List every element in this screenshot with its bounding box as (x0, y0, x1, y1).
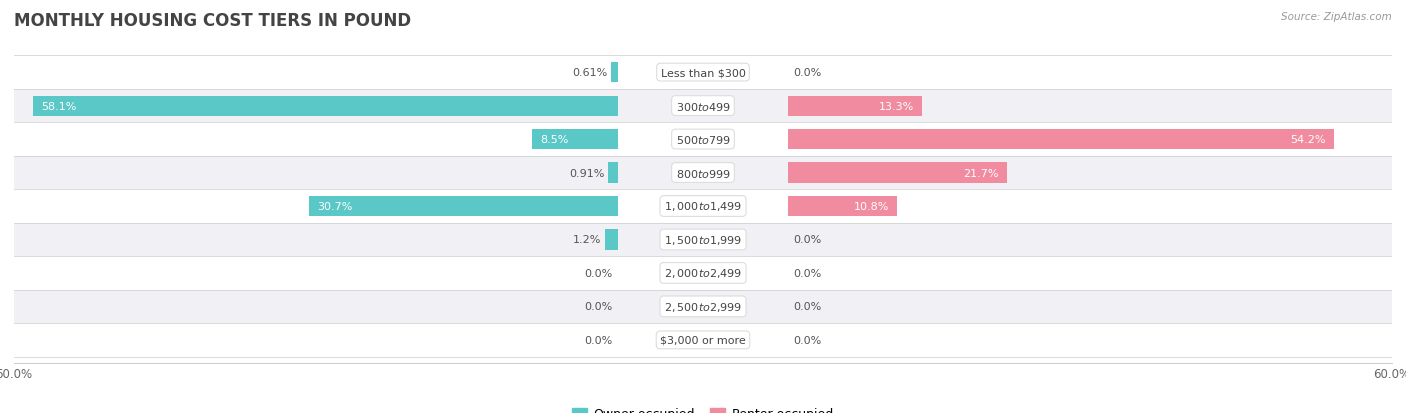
Text: $500 to $799: $500 to $799 (675, 134, 731, 146)
Bar (309, 197, 617, 216)
Text: 0.0%: 0.0% (793, 301, 821, 312)
Text: $300 to $499: $300 to $499 (675, 100, 731, 112)
Text: 1.2%: 1.2% (574, 235, 602, 245)
Bar (531, 130, 617, 150)
Bar (612, 63, 617, 83)
Text: 0.0%: 0.0% (793, 335, 821, 345)
Text: Less than $300: Less than $300 (661, 68, 745, 78)
Text: $1,000 to $1,499: $1,000 to $1,499 (664, 200, 742, 213)
Text: $800 to $999: $800 to $999 (675, 167, 731, 179)
Text: 0.61%: 0.61% (572, 68, 607, 78)
Bar (789, 197, 897, 216)
Bar (14, 123, 1392, 157)
Bar (606, 230, 617, 250)
Text: Source: ZipAtlas.com: Source: ZipAtlas.com (1281, 12, 1392, 22)
Bar (789, 130, 1334, 150)
Bar (14, 256, 1392, 290)
Text: 0.0%: 0.0% (793, 268, 821, 278)
Bar (14, 190, 1392, 223)
Bar (789, 96, 922, 116)
Text: 0.0%: 0.0% (793, 235, 821, 245)
Text: $1,500 to $1,999: $1,500 to $1,999 (664, 233, 742, 247)
Bar (14, 323, 1392, 357)
Text: 8.5%: 8.5% (540, 135, 568, 145)
Text: 30.7%: 30.7% (316, 202, 352, 211)
Bar (14, 56, 1392, 90)
Legend: Owner-occupied, Renter-occupied: Owner-occupied, Renter-occupied (567, 401, 839, 413)
Text: $3,000 or more: $3,000 or more (661, 335, 745, 345)
Bar (14, 223, 1392, 256)
Text: $2,000 to $2,499: $2,000 to $2,499 (664, 267, 742, 280)
Bar (14, 290, 1392, 323)
Text: 0.0%: 0.0% (585, 268, 613, 278)
Text: 0.0%: 0.0% (793, 68, 821, 78)
Text: $2,500 to $2,999: $2,500 to $2,999 (664, 300, 742, 313)
Text: 54.2%: 54.2% (1291, 135, 1326, 145)
Text: 0.0%: 0.0% (585, 335, 613, 345)
Bar (34, 96, 617, 116)
Bar (14, 157, 1392, 190)
Bar (14, 90, 1392, 123)
Bar (609, 163, 617, 183)
Text: 0.0%: 0.0% (585, 301, 613, 312)
Bar (789, 163, 1007, 183)
Text: 0.91%: 0.91% (569, 168, 605, 178)
Text: 21.7%: 21.7% (963, 168, 998, 178)
Text: 10.8%: 10.8% (853, 202, 889, 211)
Text: MONTHLY HOUSING COST TIERS IN POUND: MONTHLY HOUSING COST TIERS IN POUND (14, 12, 411, 30)
Text: 13.3%: 13.3% (879, 101, 914, 112)
Text: 58.1%: 58.1% (41, 101, 76, 112)
